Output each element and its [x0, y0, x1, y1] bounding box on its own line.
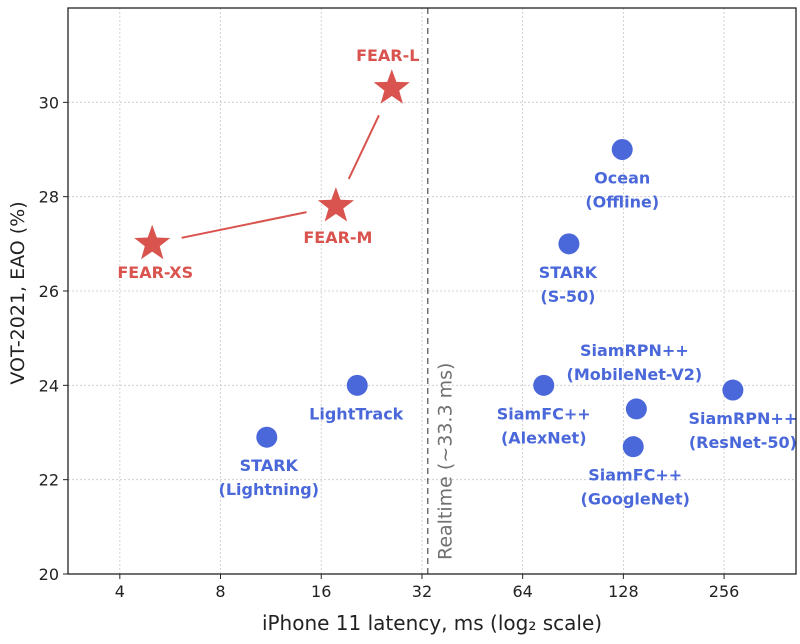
x-tick-label: 128: [608, 582, 639, 601]
point-label-line: (AlexNet): [501, 428, 587, 447]
point-label: SiamRPN++ (MobileNet-V2): [567, 341, 703, 384]
y-tick-label: 20: [39, 565, 59, 584]
x-tick-label: 32: [412, 582, 432, 601]
point-label-line: (Lightning): [219, 480, 320, 499]
point-label: SiamRPN++ (ResNet-50): [689, 409, 798, 452]
point-label-line: STARK: [539, 263, 598, 282]
x-tick-label: 64: [512, 582, 532, 601]
x-tick-label: 256: [709, 582, 740, 601]
data-points: [134, 69, 744, 458]
circle-marker: [256, 426, 278, 448]
point-label: STARK (S-50): [539, 263, 598, 306]
point-label-line: (S-50): [540, 287, 595, 306]
x-axis-label: iPhone 11 latency, ms (log₂ scale): [262, 611, 602, 635]
connecting-lines: [181, 114, 380, 239]
point-label: LightTrack: [309, 404, 404, 423]
fear-connector: [347, 114, 380, 180]
realtime-label: Realtime (~33.3 ms): [435, 363, 457, 560]
point-label-line: FEAR-M: [303, 228, 372, 247]
point-label: Ocean (Offline): [585, 169, 659, 212]
y-tick-label: 22: [39, 471, 59, 490]
circle-marker: [622, 436, 644, 458]
point-label-line: (ResNet-50): [689, 433, 797, 452]
star-marker: [134, 224, 171, 260]
circle-marker: [625, 398, 647, 420]
point-labels: FEAR-XS FEAR-M FEAR-L STARK (Lightning) Light…: [117, 46, 797, 508]
circle-marker: [558, 233, 580, 255]
point-label: FEAR-XS: [117, 263, 193, 282]
point-label: FEAR-L: [356, 46, 419, 65]
star-marker: [317, 187, 354, 222]
point-label: STARK (Lightning): [219, 456, 320, 499]
realtime-marker: Realtime (~33.3 ms): [426, 8, 457, 574]
circle-marker: [611, 139, 633, 160]
y-tick-label: 28: [39, 188, 59, 207]
point-label: FEAR-M: [303, 228, 372, 247]
circle-marker: [722, 379, 744, 401]
x-axis-ticks: 4 8 16 32 64 128 256: [115, 574, 740, 601]
fear-connector: [181, 211, 307, 239]
point-label-line: SiamRPN++: [580, 341, 689, 360]
point-label-line: FEAR-XS: [117, 263, 193, 282]
x-tick-label: 4: [115, 582, 125, 601]
x-tick-label: 8: [215, 582, 225, 601]
point-label-line: STARK: [240, 456, 299, 475]
x-tick-label: 16: [311, 582, 331, 601]
y-axis-ticks: 20 22 24 26 28 30: [39, 93, 68, 584]
y-tick-label: 30: [39, 93, 59, 112]
point-label-line: (MobileNet-V2): [567, 365, 703, 384]
y-tick-label: 26: [39, 282, 59, 301]
point-label-line: SiamFC++: [497, 404, 591, 423]
point-label-line: SiamRPN++: [689, 409, 798, 428]
point-label-line: SiamFC++: [588, 466, 682, 485]
point-label: SiamFC++ (AlexNet): [497, 404, 591, 447]
star-marker: [373, 69, 410, 104]
y-tick-label: 24: [39, 376, 59, 395]
point-label: SiamFC++ (GoogleNet): [581, 466, 690, 509]
point-label-line: Ocean: [594, 169, 650, 188]
circle-marker: [533, 374, 555, 396]
y-axis-label: VOT-2021, EAO (%): [7, 201, 29, 384]
point-label-line: (Offline): [585, 193, 659, 212]
circle-marker: [346, 374, 368, 396]
point-label-line: LightTrack: [309, 404, 404, 423]
point-label-line: (GoogleNet): [581, 490, 690, 509]
point-label-line: FEAR-L: [356, 46, 419, 65]
